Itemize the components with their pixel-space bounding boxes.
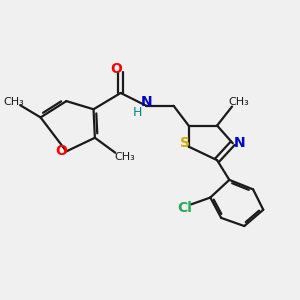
Text: H: H [133,106,142,119]
Text: CH₃: CH₃ [3,98,24,107]
Text: CH₃: CH₃ [229,98,249,107]
Text: O: O [55,144,67,158]
Text: CH₃: CH₃ [114,152,135,162]
Text: O: O [111,62,122,76]
Text: N: N [141,95,152,110]
Text: Cl: Cl [177,201,192,215]
Text: S: S [179,136,190,149]
Text: N: N [234,136,245,150]
